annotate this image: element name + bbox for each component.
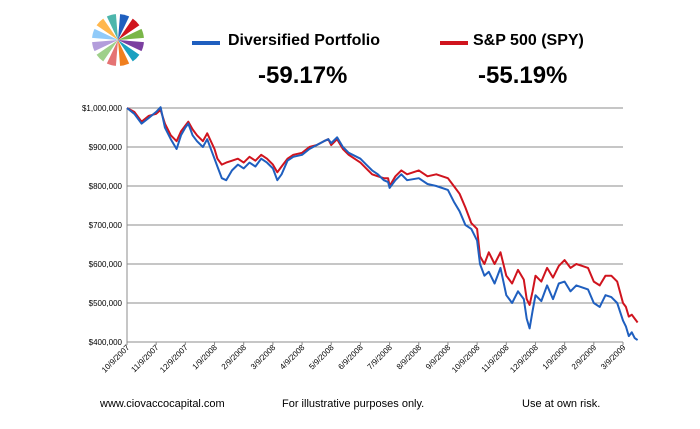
y-tick-label: $900,000 (89, 143, 123, 152)
pie-wheel-logo (92, 14, 144, 66)
y-tick-label: $600,000 (89, 260, 123, 269)
y-tick-label: $500,000 (89, 299, 123, 308)
series-line-portfolio (126, 106, 639, 341)
logo-wedge (118, 40, 140, 62)
x-tick-label: 7/9/2008 (366, 343, 395, 372)
x-tick-label: 10/9/2008 (450, 343, 482, 375)
x-tick-label: 11/9/2008 (480, 343, 511, 374)
x-tick-label: 8/9/2008 (395, 343, 424, 372)
x-tick-label: 12/9/2008 (508, 343, 540, 375)
x-tick-label: 2/9/2009 (570, 343, 599, 372)
logo-wedge (106, 14, 118, 40)
legend-swatch-portfolio (192, 41, 220, 45)
x-tick-label: 1/9/2008 (191, 343, 220, 372)
footer-website: www.ciovaccocapital.com (100, 398, 225, 410)
y-tick-label: $400,000 (89, 338, 123, 347)
x-tick-label: 3/9/2008 (249, 343, 278, 372)
x-tick-label: 1/9/2009 (541, 343, 570, 372)
spy-return: -55.19% (478, 62, 568, 89)
x-tick-label: 10/9/2007 (100, 343, 132, 375)
x-tick-label: 5/9/2008 (307, 343, 336, 372)
series-line-spy (126, 107, 639, 324)
x-tick-label: 9/9/2008 (424, 343, 453, 372)
legend-label-spy: S&P 500 (SPY) (473, 32, 584, 49)
x-tick-label: 11/9/2007 (129, 343, 160, 374)
logo-wedge (96, 18, 118, 40)
portfolio-return: -59.17% (258, 62, 348, 89)
logo-wedge (118, 40, 144, 52)
legend-label-portfolio: Diversified Portfolio (228, 32, 381, 49)
x-tick-label: 3/9/2009 (599, 343, 628, 372)
logo-wedge (118, 28, 144, 40)
legend-swatch-spy (440, 41, 468, 45)
footer-risk: Use at own risk. (522, 398, 601, 410)
x-tick-label: 2/9/2008 (220, 343, 249, 372)
logo-wedge (118, 14, 130, 40)
footer-disclaimer: For illustrative purposes only. (282, 398, 425, 410)
logo-wedge (106, 40, 118, 66)
x-tick-label: 4/9/2008 (278, 343, 307, 372)
logo-wedge (118, 18, 140, 40)
y-tick-label: $1,000,000 (82, 104, 123, 113)
x-tick-label: 12/9/2007 (158, 343, 190, 375)
y-tick-label: $700,000 (89, 221, 123, 230)
logo-wedge (92, 40, 118, 52)
logo-wedge (118, 40, 130, 66)
x-tick-label: 6/9/2008 (336, 343, 365, 372)
y-tick-label: $800,000 (89, 182, 123, 191)
logo-wedge (92, 28, 118, 40)
logo-wedge (96, 40, 118, 62)
